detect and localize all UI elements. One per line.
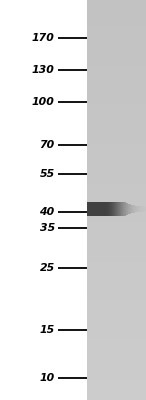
Text: 40: 40 (40, 207, 55, 217)
Text: 35: 35 (40, 223, 55, 233)
Text: 15: 15 (40, 325, 55, 335)
Text: 70: 70 (40, 140, 55, 150)
Text: 100: 100 (32, 97, 55, 107)
Text: 25: 25 (40, 264, 55, 274)
Text: 130: 130 (32, 66, 55, 76)
Text: 55: 55 (40, 169, 55, 179)
Text: 170: 170 (32, 33, 55, 43)
Text: 10: 10 (40, 374, 55, 384)
